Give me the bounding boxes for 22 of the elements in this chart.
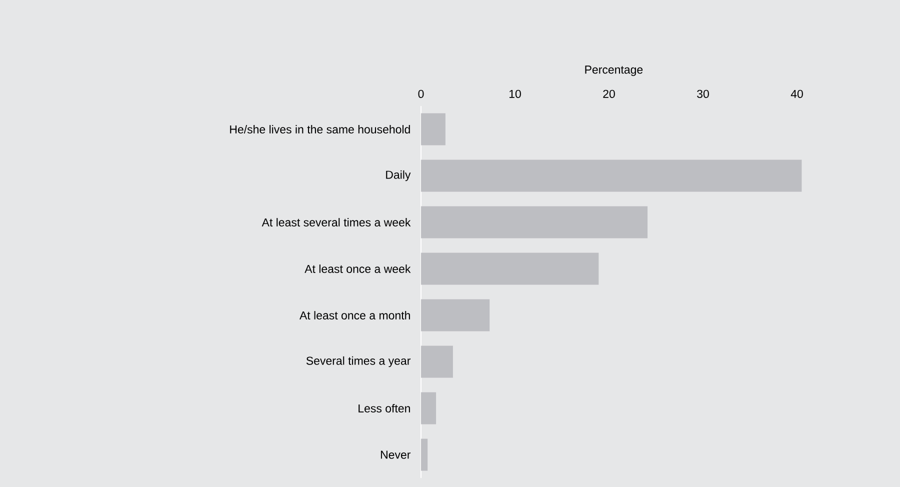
y-tick-label: He/she lives in the same household xyxy=(230,125,410,134)
bar xyxy=(421,346,453,378)
bar xyxy=(421,160,802,192)
bar xyxy=(421,438,428,471)
y-tick-label: At least several times a week xyxy=(262,218,411,226)
bar xyxy=(421,299,490,332)
bar xyxy=(421,252,599,285)
x-tick-label: 40 xyxy=(790,90,803,98)
x-tick-label: 20 xyxy=(603,90,615,98)
y-tick-label: At least once a week xyxy=(304,264,411,273)
bar xyxy=(421,206,648,238)
bar xyxy=(421,113,446,146)
bar xyxy=(421,392,436,424)
x-axis-title: Percentage xyxy=(585,66,643,76)
y-tick-label: Several times a year xyxy=(306,356,411,368)
y-tick-label: Daily xyxy=(386,170,411,182)
x-tick-label: 0 xyxy=(418,90,424,98)
y-tick-label: At least once a month xyxy=(300,311,410,320)
y-tick-label: Never xyxy=(380,450,411,459)
y-tick-label: Less often xyxy=(358,404,410,412)
x-tick-label: 30 xyxy=(697,90,709,98)
x-tick-label: 10 xyxy=(509,90,521,98)
